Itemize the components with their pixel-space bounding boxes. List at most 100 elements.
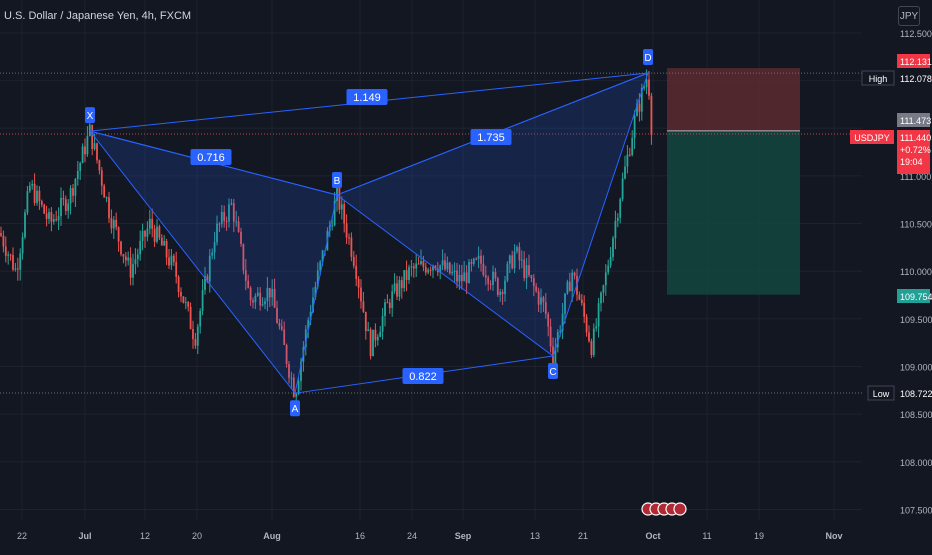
point-label-bg: [85, 107, 95, 124]
y-tick-label: 110.000: [900, 267, 932, 277]
candle-body: [619, 199, 622, 218]
candle-body: [345, 223, 348, 238]
candle-body: [537, 291, 540, 305]
candle-body: [283, 329, 286, 345]
candle-body: [480, 255, 482, 264]
candle-body: [264, 301, 266, 305]
candle-body: [247, 280, 250, 288]
stop-zone[interactable]: [667, 68, 800, 131]
candle-body: [530, 275, 533, 279]
currency-button[interactable]: JPY: [898, 6, 920, 26]
x-tick-label: 22: [17, 531, 27, 541]
candle-body: [357, 278, 360, 288]
candle-body: [376, 336, 379, 341]
xabcd-pattern[interactable]: 0.716 1.149 1.735 0.822 X A B C D: [85, 48, 653, 417]
candle-body: [547, 313, 550, 327]
candle-body: [115, 219, 118, 228]
point-label-a[interactable]: A: [290, 400, 300, 417]
y-tick-label: 112.500: [900, 29, 932, 39]
candle-body: [100, 170, 103, 186]
candle-body: [196, 326, 199, 346]
candle-body: [429, 269, 432, 271]
candle-body: [50, 212, 53, 222]
price-tag-text: USDJPY: [854, 133, 890, 143]
ratio-label[interactable]: 1.149: [346, 89, 388, 105]
point-label-x[interactable]: X: [85, 107, 95, 124]
candle-body: [9, 254, 12, 256]
candle-body: [633, 115, 636, 139]
candle-body: [444, 260, 446, 270]
events[interactable]: [641, 502, 687, 516]
candle-body: [172, 255, 175, 262]
candle-body: [160, 237, 163, 246]
price-tag-bg: [861, 70, 895, 86]
candle-body: [520, 259, 523, 261]
candle-body: [340, 204, 343, 210]
x-tick-label: 16: [355, 531, 365, 541]
candle-body: [372, 329, 374, 357]
candle-body: [544, 302, 547, 314]
candle-body: [432, 265, 434, 271]
candle-body: [280, 326, 283, 330]
pattern-triangle-bcd[interactable]: [335, 72, 649, 357]
candle-body: [74, 178, 77, 196]
candle-body: [187, 302, 190, 307]
candle-body: [333, 200, 336, 226]
candle-body: [362, 301, 365, 312]
candle-body: [69, 188, 72, 204]
candle-body: [271, 288, 274, 298]
x-tick-label: Jul: [78, 531, 91, 541]
ratio-label-text: 1.149: [353, 92, 381, 104]
x-tick-label: Nov: [825, 531, 842, 541]
ratio-label[interactable]: 1.735: [470, 129, 512, 145]
ratio-label[interactable]: 0.716: [190, 149, 232, 165]
candle-body: [33, 183, 36, 204]
pattern-triangle-xab[interactable]: [88, 130, 338, 395]
candle-body: [321, 250, 324, 262]
position-zones[interactable]: [667, 68, 800, 295]
target-zone[interactable]: [667, 130, 800, 295]
candle-body: [364, 311, 367, 332]
x-tick-label: Oct: [645, 531, 660, 541]
point-label-b[interactable]: B: [332, 171, 342, 188]
candle-body: [381, 316, 384, 332]
event-icon[interactable]: [673, 502, 687, 516]
candle-body: [232, 203, 235, 222]
candle-body: [225, 221, 228, 223]
candle-body: [76, 170, 79, 179]
candle-body: [273, 288, 276, 308]
point-label-d[interactable]: D: [643, 48, 653, 65]
candle-body: [84, 146, 86, 155]
price-label-bg: [897, 130, 930, 174]
candle-body: [516, 247, 518, 252]
candles: [0, 69, 653, 401]
candle-body: [120, 241, 122, 255]
candle-body: [535, 286, 538, 292]
candle-body: [636, 103, 638, 116]
candle-body: [405, 270, 408, 280]
candle-body: [108, 197, 110, 219]
point-label-c[interactable]: C: [548, 363, 558, 380]
candle-body: [91, 124, 94, 150]
candle-body: [388, 302, 391, 309]
candle-body: [312, 297, 314, 312]
price-label-entry: 111.473: [897, 113, 931, 127]
candle-body: [117, 227, 120, 242]
candle-body: [398, 280, 401, 297]
candle-body: [194, 339, 197, 346]
candle-body: [468, 262, 470, 283]
candle-body: [604, 272, 607, 286]
candle-body: [285, 344, 288, 364]
ratio-label[interactable]: 0.822: [402, 368, 444, 384]
ratio-label-bg: [346, 89, 388, 105]
x-tick-label: Sep: [455, 531, 472, 541]
candle-body: [0, 233, 2, 236]
candle-body: [600, 292, 602, 304]
candle-body: [93, 143, 96, 150]
candle-body: [508, 255, 511, 264]
ratio-label-bg: [402, 368, 444, 384]
candle-body: [304, 329, 307, 348]
price-label-text: 111.440: [900, 133, 931, 143]
